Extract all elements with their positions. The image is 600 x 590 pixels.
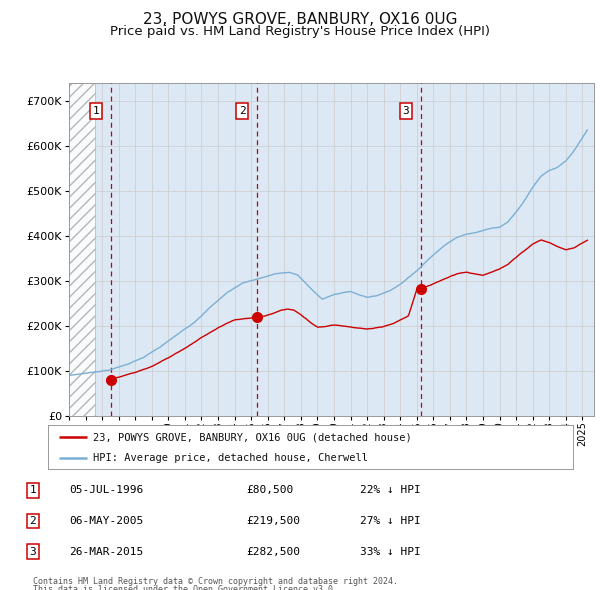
Bar	[69, 83, 95, 416]
Text: 33% ↓ HPI: 33% ↓ HPI	[360, 547, 421, 556]
Text: 3: 3	[403, 106, 409, 116]
Text: 23, POWYS GROVE, BANBURY, OX16 0UG (detached house): 23, POWYS GROVE, BANBURY, OX16 0UG (deta…	[92, 432, 412, 442]
Text: 3: 3	[29, 547, 37, 556]
Text: 27% ↓ HPI: 27% ↓ HPI	[360, 516, 421, 526]
Text: 22% ↓ HPI: 22% ↓ HPI	[360, 486, 421, 495]
Text: 1: 1	[29, 486, 37, 495]
Text: £80,500: £80,500	[246, 486, 293, 495]
Text: £219,500: £219,500	[246, 516, 300, 526]
Text: Price paid vs. HM Land Registry's House Price Index (HPI): Price paid vs. HM Land Registry's House …	[110, 25, 490, 38]
Text: 23, POWYS GROVE, BANBURY, OX16 0UG: 23, POWYS GROVE, BANBURY, OX16 0UG	[143, 12, 457, 27]
Text: 2: 2	[29, 516, 37, 526]
Text: 26-MAR-2015: 26-MAR-2015	[69, 547, 143, 556]
Text: 2: 2	[239, 106, 245, 116]
Text: 06-MAY-2005: 06-MAY-2005	[69, 516, 143, 526]
Text: Contains HM Land Registry data © Crown copyright and database right 2024.: Contains HM Land Registry data © Crown c…	[33, 577, 398, 586]
Text: This data is licensed under the Open Government Licence v3.0.: This data is licensed under the Open Gov…	[33, 585, 338, 590]
Text: £282,500: £282,500	[246, 547, 300, 556]
Text: 05-JUL-1996: 05-JUL-1996	[69, 486, 143, 495]
Text: HPI: Average price, detached house, Cherwell: HPI: Average price, detached house, Cher…	[92, 454, 368, 463]
Text: 1: 1	[92, 106, 99, 116]
